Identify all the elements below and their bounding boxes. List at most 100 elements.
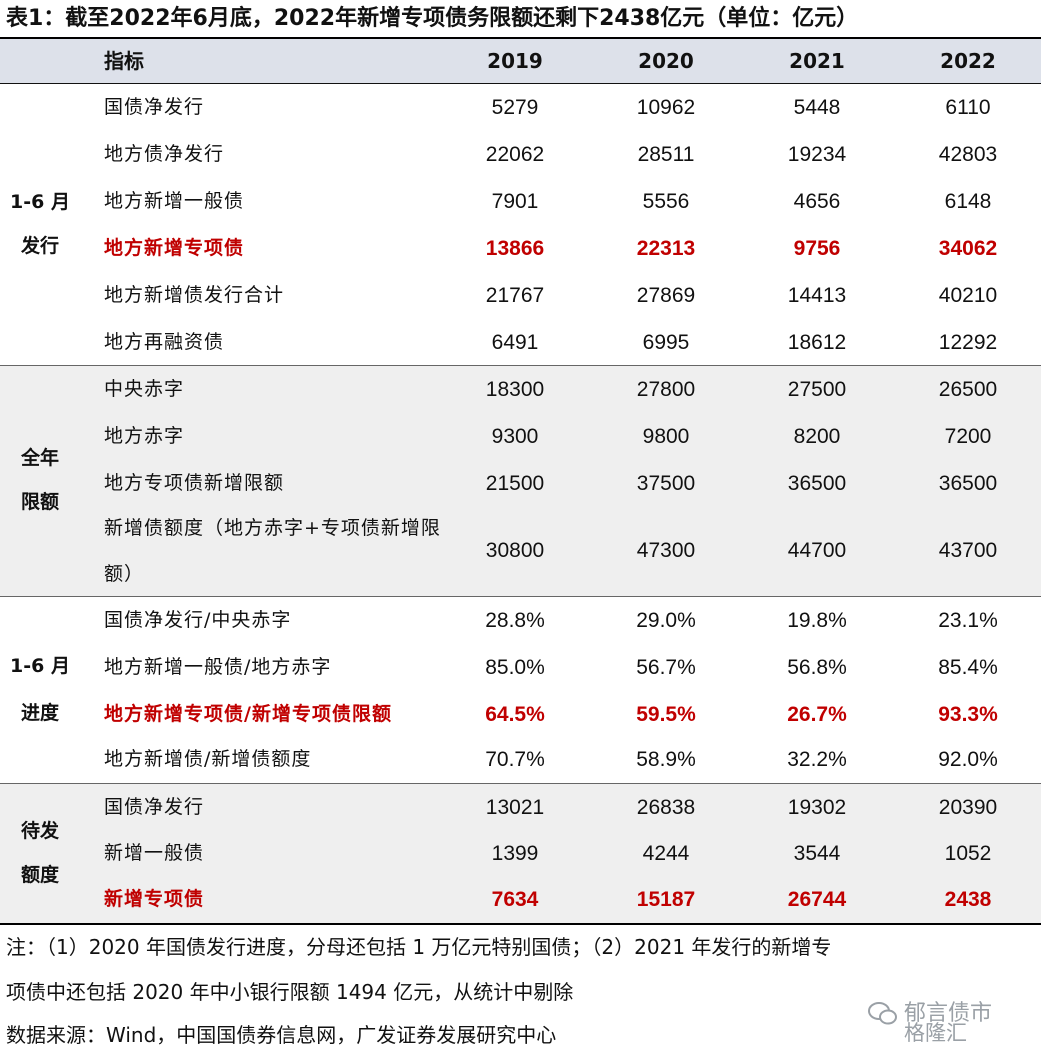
row-label: 新增一般债	[104, 842, 205, 864]
cell-2021: 56.8%	[787, 656, 847, 679]
row-label: 国债净发行/中央赤字	[104, 609, 292, 631]
cell-2019: 6491	[491, 331, 539, 354]
cell-2022: 42803	[938, 143, 998, 166]
table-row-highlight: 地方新增专项债 13866 22313 9756 34062	[0, 225, 1041, 272]
cell-2020: 28511	[637, 143, 695, 166]
cell-2020: 4244	[642, 842, 690, 865]
table-row-highlight: 新增专项债 7634 15187 26744 2438	[0, 876, 1041, 923]
cell-2022: 12292	[938, 331, 998, 354]
cell-2021: 26744	[787, 888, 847, 911]
cell-2019: 13866	[485, 237, 545, 260]
section-annual-quota: 全年 限额 中央赤字 18300 27800 27500 26500 地方赤字 …	[0, 366, 1041, 597]
row-label: 地方赤字	[104, 425, 185, 447]
cell-2019: 22062	[485, 143, 545, 166]
cell-2021: 19302	[787, 796, 847, 819]
header-year-2021: 2021	[789, 49, 845, 73]
row-label: 地方新增债发行合计	[104, 284, 285, 306]
header-year-2019: 2019	[487, 49, 543, 73]
cell-2020: 29.0%	[636, 609, 696, 632]
table-header: 指标 2019 2020 2021 2022	[0, 39, 1041, 84]
row-label: 地方债净发行	[104, 143, 225, 165]
table-row: 地方再融资债 6491 6995 18612 12292	[0, 319, 1041, 366]
watermark-brand: 格隆汇	[904, 1021, 967, 1045]
cell-2020: 15187	[636, 888, 696, 911]
row-label: 新增债额度（地方赤字+专项债新增限额）	[104, 517, 441, 585]
cell-2021: 44700	[787, 539, 847, 562]
cell-2022: 36500	[938, 472, 998, 495]
cell-2019: 7901	[491, 190, 539, 213]
row-label: 地方新增债/新增债额度	[104, 748, 312, 770]
cell-2021: 14413	[787, 284, 847, 307]
row-label: 国债净发行	[104, 96, 205, 118]
section-label: 进度	[20, 702, 59, 724]
cell-2020: 5556	[642, 190, 690, 213]
cell-2021: 8200	[793, 425, 841, 448]
note-line-1: 注：（1）2020 年国债发行进度，分母还包括 1 万亿元特别国债；（2）202…	[6, 935, 832, 959]
section-label: 发行	[20, 235, 59, 257]
cell-2022: 40210	[938, 284, 998, 307]
section-label: 待发	[20, 820, 59, 842]
cell-2019: 28.8%	[485, 609, 545, 632]
cell-2019: 70.7%	[485, 748, 545, 771]
cell-2022: 7200	[944, 425, 992, 448]
cell-2019: 18300	[485, 378, 545, 401]
header-year-2020: 2020	[638, 49, 694, 73]
cell-2022: 1052	[944, 842, 992, 865]
table-row: 国债净发行/中央赤字 28.8% 29.0% 19.8% 23.1%	[0, 597, 1041, 644]
cell-2022: 93.3%	[938, 703, 998, 726]
row-label: 国债净发行	[104, 796, 205, 818]
section-label: 1-6 月	[10, 655, 70, 677]
cell-2022: 85.4%	[938, 656, 998, 679]
table-row: 国债净发行 5279 10962 5448 6110	[0, 84, 1041, 131]
cell-2022: 2438	[944, 888, 992, 911]
table-title: 表1：截至2022年6月底，2022年新增专项债务限额还剩下2438亿元（单位：…	[6, 6, 859, 31]
cell-2019: 5279	[491, 96, 539, 119]
section-label: 额度	[20, 864, 59, 886]
table-row: 新增一般债 1399 4244 3544 1052	[0, 830, 1041, 877]
top-rule	[0, 37, 1041, 39]
source-note: 数据来源：Wind，中国国债券信息网，广发证券发展研究中心	[6, 1023, 557, 1047]
section-label: 1-6 月	[10, 191, 70, 213]
cell-2019: 21500	[485, 472, 545, 495]
cell-2020: 47300	[636, 539, 696, 562]
watermark: 郁言债市 格隆汇	[868, 995, 1038, 1055]
cell-2021: 36500	[787, 472, 847, 495]
table-row: 地方新增债/新增债额度 70.7% 58.9% 32.2% 92.0%	[0, 736, 1041, 783]
cell-2019: 64.5%	[485, 703, 545, 726]
row-label: 地方专项债新增限额	[104, 472, 285, 494]
table-row: 地方专项债新增限额 21500 37500 36500 36500	[0, 460, 1041, 507]
wechat-icon	[868, 1002, 897, 1025]
table-row: 新增债额度（地方赤字+专项债新增限额） 30800 47300 44700 43…	[0, 505, 1041, 597]
table-row: 中央赤字 18300 27800 27500 26500	[0, 366, 1041, 413]
row-label: 中央赤字	[104, 378, 185, 400]
cell-2021: 32.2%	[787, 748, 847, 771]
cell-2021: 3544	[793, 842, 841, 865]
cell-2020: 9800	[642, 425, 690, 448]
row-label: 地方新增一般债/地方赤字	[104, 656, 332, 678]
cell-2020: 27869	[636, 284, 696, 307]
header-indicator: 指标	[104, 49, 144, 73]
cell-2022: 92.0%	[938, 748, 998, 771]
cell-2021: 26.7%	[787, 703, 847, 726]
row-label: 地方新增专项债/新增专项债限额	[104, 703, 392, 725]
table-row: 地方赤字 9300 9800 8200 7200	[0, 413, 1041, 460]
cell-2020: 37500	[636, 472, 696, 495]
table-row-highlight: 地方新增专项债/新增专项债限额 64.5% 59.5% 26.7% 93.3%	[0, 691, 1041, 738]
cell-2022: 26500	[938, 378, 998, 401]
cell-2020: 26838	[636, 796, 696, 819]
cell-2022: 34062	[938, 237, 998, 260]
cell-2019: 21767	[485, 284, 545, 307]
cell-2019: 9300	[491, 425, 539, 448]
cell-2021: 19234	[787, 143, 847, 166]
cell-2020: 59.5%	[636, 703, 696, 726]
cell-2020: 6995	[642, 331, 690, 354]
row-label: 地方再融资债	[104, 331, 225, 353]
section-label: 全年	[20, 447, 59, 469]
cell-2020: 10962	[636, 96, 696, 119]
cell-2022: 43700	[938, 539, 998, 562]
table-row: 地方新增债发行合计 21767 27869 14413 40210	[0, 272, 1041, 319]
row-label: 地方新增专项债	[104, 237, 245, 259]
cell-2021: 18612	[787, 331, 847, 354]
cell-2021: 19.8%	[787, 609, 847, 632]
cell-2021: 27500	[787, 378, 847, 401]
